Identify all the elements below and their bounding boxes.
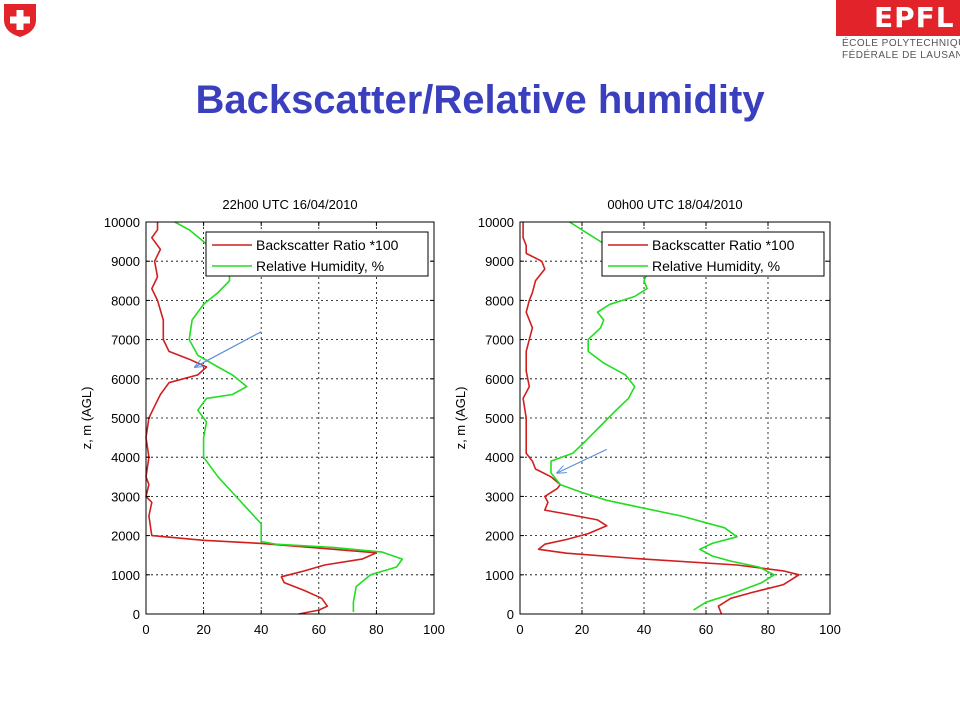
y-tick-label: 9000 <box>111 254 140 269</box>
legend: Backscatter Ratio *100 Relative Humidity,… <box>205 231 429 277</box>
x-tick-label: 100 <box>819 622 841 637</box>
x-tick-label: 40 <box>254 622 268 637</box>
legend-label: Backscatter Ratio *100 <box>256 237 399 253</box>
epfl-logo-line-1: ÉCOLE POLYTECHNIQUE <box>842 38 960 49</box>
y-tick-label: 2000 <box>111 529 140 544</box>
x-tick-label: 40 <box>637 622 651 637</box>
y-tick-label: 9000 <box>485 254 514 269</box>
legend-label: Backscatter Ratio *100 <box>652 237 795 253</box>
x-tick-label: 20 <box>196 622 210 637</box>
x-tick-label: 20 <box>575 622 589 637</box>
chart-1: 0 20 40 60 80 1000100020003000400050006000700… <box>79 197 445 637</box>
y-tick-label: 3000 <box>485 489 514 504</box>
y-tick-label: 7000 <box>485 333 514 348</box>
y-tick-label: 1000 <box>485 568 514 583</box>
y-tick-label: 4000 <box>485 450 514 465</box>
x-tick-label: 0 <box>516 622 523 637</box>
backscatter-line <box>145 222 378 615</box>
epfl-logo-letters: EPFL <box>874 1 955 34</box>
y-tick-label: 0 <box>133 607 140 622</box>
y-tick-label: 6000 <box>485 372 514 387</box>
y-tick-label: 6000 <box>111 372 140 387</box>
x-tick-label: 80 <box>369 622 383 637</box>
swiss-cross-icon <box>4 4 36 37</box>
x-tick-label: 60 <box>312 622 326 637</box>
epfl-logo-box: EPFL <box>836 0 960 36</box>
backscatter-line <box>522 222 800 615</box>
x-tick-label: 0 <box>142 622 149 637</box>
chart-title: 22h00 UTC 16/04/2010 <box>222 197 357 212</box>
y-tick-label: 5000 <box>485 411 514 426</box>
legend-label: Relative Humidity, % <box>652 258 780 274</box>
y-tick-label: 8000 <box>485 293 514 308</box>
annotation-arrow <box>195 331 262 367</box>
x-tick-label: 100 <box>423 622 445 637</box>
legend: Backscatter Ratio *100 Relative Humidity,… <box>601 231 825 277</box>
y-tick-label: 2000 <box>485 529 514 544</box>
chart-2: 0 20 40 60 80 1000100020003000400050006000700… <box>453 197 841 637</box>
x-tick-label: 60 <box>699 622 713 637</box>
y-tick-label: 8000 <box>111 293 140 308</box>
x-tick-label: 80 <box>761 622 775 637</box>
page-title: Backscatter/Relative humidity <box>195 78 765 122</box>
y-axis-label: z, m (AGL) <box>453 387 468 450</box>
humidity-line <box>550 221 775 611</box>
legend-box <box>601 231 825 277</box>
y-tick-label: 10000 <box>478 215 514 230</box>
humidity-line <box>174 221 404 612</box>
y-axis-label: z, m (AGL) <box>79 387 94 450</box>
y-tick-label: 7000 <box>111 333 140 348</box>
y-tick-label: 4000 <box>111 450 140 465</box>
y-tick-label: 0 <box>507 607 514 622</box>
chart-title: 00h00 UTC 18/04/2010 <box>607 197 742 212</box>
epfl-logo-line-2: FÉDÉRALE DE LAUSANNE <box>842 50 960 61</box>
y-tick-label: 1000 <box>111 568 140 583</box>
annotation-arrow <box>557 448 608 473</box>
y-tick-label: 5000 <box>111 411 140 426</box>
y-tick-label: 3000 <box>111 489 140 504</box>
legend-label: Relative Humidity, % <box>256 258 384 274</box>
epfl-logo: EPFL ÉCOLE POLYTECHNIQUE FÉDÉRALE DE LAU… <box>836 0 960 62</box>
y-tick-label: 10000 <box>104 215 140 230</box>
legend-box <box>205 231 429 277</box>
